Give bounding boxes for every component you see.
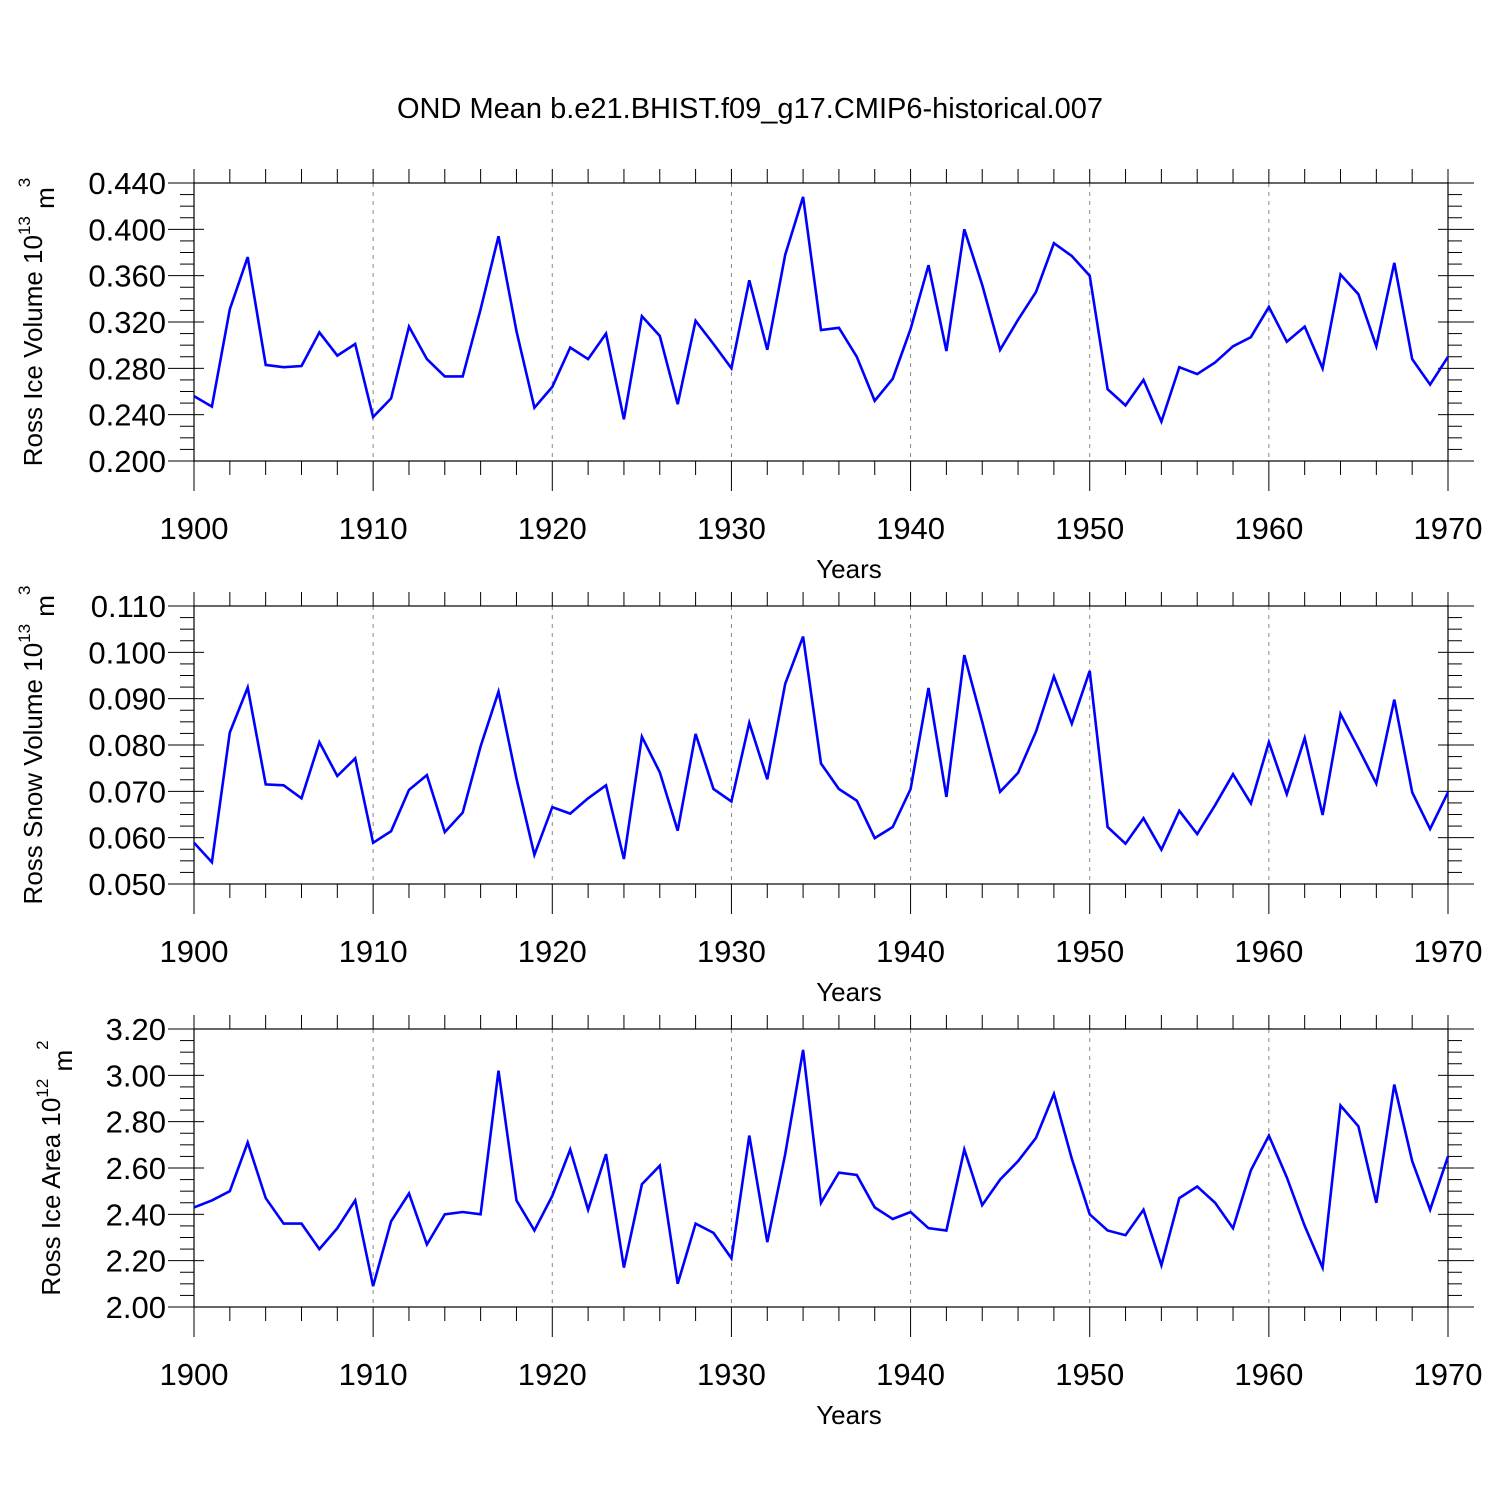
- y-label-base: Ross Ice Volume 10: [18, 235, 48, 466]
- x-tick-label: 1960: [1234, 1357, 1303, 1392]
- x-tick-label: 1970: [1414, 934, 1483, 969]
- y-label-exponent: 13: [15, 216, 34, 235]
- x-tick-label: 1930: [697, 1357, 766, 1392]
- y-label-unit: m: [48, 1050, 78, 1079]
- y-tick-label: 3.00: [106, 1058, 166, 1093]
- series-line: [193, 636, 1450, 866]
- x-tick-label: 1900: [160, 934, 229, 969]
- series-line: [193, 196, 1450, 426]
- y-tick-label: 2.60: [106, 1151, 166, 1186]
- y-label-exponent: 13: [15, 624, 34, 643]
- y-tick-label: 0.400: [88, 212, 166, 247]
- figure-title: OND Mean b.e21.BHIST.f09_g17.CMIP6-histo…: [397, 93, 1103, 125]
- x-tick-label: 1930: [697, 511, 766, 546]
- x-tick-label: 1950: [1055, 1357, 1124, 1392]
- x-tick-label: 1970: [1414, 511, 1483, 546]
- chart-panel-1: 0.200 0.240 0.280 0.320 0.360 0.400 0.440 1900 1…: [15, 166, 1482, 584]
- y-label-unit-exponent: 3: [15, 586, 34, 595]
- plot-frame: [193, 605, 1449, 885]
- y-axis-label: Ross Ice Area 1012 m2: [33, 1040, 78, 1295]
- y-label-unit-exponent: 3: [15, 178, 34, 187]
- y-label-base: Ross Ice Area 10: [36, 1098, 66, 1296]
- plot-frame: [193, 1028, 1449, 1308]
- x-tick-label: 1920: [518, 511, 587, 546]
- x-axis-label: Years: [816, 554, 882, 584]
- x-tick-label: 1920: [518, 934, 587, 969]
- y-axis-label: Ross Ice Volume 1013 m3: [15, 178, 60, 467]
- y-tick-label: 0.280: [88, 351, 166, 386]
- x-tick-label: 1910: [339, 934, 408, 969]
- y-tick-label: 2.40: [106, 1197, 166, 1232]
- y-tick-label: 3.20: [106, 1012, 166, 1047]
- y-tick-label: 0.440: [88, 166, 166, 201]
- y-label-unit: m: [30, 595, 60, 624]
- x-tick-label: 1940: [876, 1357, 945, 1392]
- x-tick-label: 1940: [876, 511, 945, 546]
- x-tick-label: 1950: [1055, 934, 1124, 969]
- x-tick-label: 1920: [518, 1357, 587, 1392]
- y-tick-label: 0.100: [88, 635, 166, 670]
- y-tick-label: 0.110: [91, 589, 166, 624]
- y-tick-label: 0.070: [88, 774, 166, 809]
- y-tick-label: 0.360: [88, 259, 166, 294]
- y-axis-label: Ross Snow Volume 1013 m3: [15, 586, 60, 905]
- x-tick-label: 1960: [1234, 934, 1303, 969]
- x-axis-label: Years: [816, 1400, 882, 1430]
- chart-panel-3: 2.00 2.20 2.40 2.60 2.80 3.00 3.20 1900 1910 1920…: [33, 1012, 1482, 1430]
- plot-frame: [193, 182, 1449, 462]
- x-tick-label: 1970: [1414, 1357, 1483, 1392]
- x-tick-label: 1930: [697, 934, 766, 969]
- y-tick-label: 0.080: [88, 728, 166, 763]
- y-label-exponent: 12: [33, 1079, 52, 1098]
- y-tick-label: 0.050: [88, 867, 166, 902]
- y-tick-label: 0.240: [88, 398, 166, 433]
- y-tick-label: 2.80: [106, 1105, 166, 1140]
- chart-panel-2: 0.050 0.060 0.070 0.080 0.090 0.100 0.110 1900 1…: [15, 586, 1482, 1007]
- y-label-unit: m: [30, 187, 60, 216]
- x-tick-label: 1910: [339, 1357, 408, 1392]
- y-tick-label: 0.090: [88, 682, 166, 717]
- x-tick-label: 1900: [160, 511, 229, 546]
- y-label-base: Ross Snow Volume 10: [18, 643, 48, 905]
- x-tick-label: 1960: [1234, 511, 1303, 546]
- series-line: [193, 1049, 1450, 1287]
- x-tick-label: 1940: [876, 934, 945, 969]
- y-tick-label: 2.00: [106, 1290, 166, 1325]
- x-tick-label: 1910: [339, 511, 408, 546]
- y-tick-label: 0.060: [88, 821, 166, 856]
- x-tick-label: 1900: [160, 1357, 229, 1392]
- y-tick-label: 0.200: [88, 444, 166, 479]
- y-tick-label: 2.20: [106, 1244, 166, 1279]
- x-tick-label: 1950: [1055, 511, 1124, 546]
- y-label-unit-exponent: 2: [33, 1040, 52, 1049]
- x-axis-label: Years: [816, 977, 882, 1007]
- y-tick-label: 0.320: [88, 305, 166, 340]
